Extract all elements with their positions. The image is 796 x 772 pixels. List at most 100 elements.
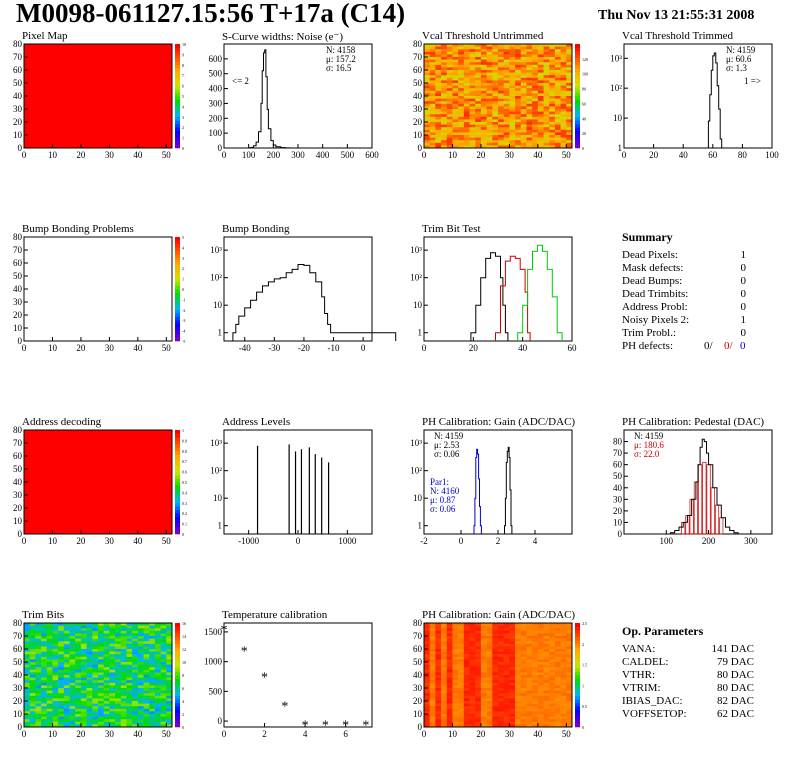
y-tick-label: 40 — [13, 477, 23, 487]
op-parameters-block: Op. Parameters VANA: 141 DAC CALDEL: 79 DAC… — [622, 624, 754, 721]
bar — [702, 462, 707, 535]
overflow-note: <= 2 — [232, 76, 249, 86]
x-tick-label: 30 — [105, 536, 115, 546]
x-tick-label: -20 — [298, 343, 310, 353]
x-tick-label: 30 — [505, 729, 515, 739]
x-tick-label: 40 — [133, 729, 143, 739]
color-scale-tick: 0.5 — [582, 704, 587, 709]
color-scale-tick: 14 — [182, 634, 186, 639]
x-tick-label: 300 — [291, 150, 305, 160]
y-tick-label: 400 — [209, 84, 223, 94]
op-parameter-row: IBIAS_DAC: 82 DAC — [622, 695, 754, 708]
histogram-series-0 — [470, 252, 509, 341]
op-parameter-row: VTHR: 80 DAC — [622, 669, 754, 682]
y-tick-label: 70 — [413, 52, 423, 62]
panel-title: Vcal Threshold Untrimmed — [422, 30, 544, 42]
histogram-series-0 — [706, 52, 723, 149]
x-tick-label: 0 — [22, 343, 27, 353]
x-tick-label: 40 — [533, 729, 543, 739]
panel-title: PH Calibration: Gain (ADC/DAC) — [422, 609, 576, 621]
plot-trim-bits: 0 20 40 60 1 10 10² 10³ — [410, 236, 577, 353]
histogram-series-0 — [232, 264, 397, 341]
color-scale-tick: 120 — [582, 57, 588, 62]
color-scale-tick: 2 — [582, 642, 584, 647]
x-tick-label: 0 — [422, 729, 427, 739]
color-scale-tick: 7 — [182, 73, 184, 78]
plot-frame — [223, 429, 373, 535]
color-scale-tick: -3 — [182, 318, 185, 323]
panel-pixel-map: Pixel Map 0 1 2 3 4 5 6 7 8 9 10 0 10 20 30 40 50 0 10 20 30 4… — [13, 30, 194, 180]
color-scale-tick: 0.7 — [182, 459, 187, 464]
data-point: * — [221, 623, 228, 638]
x-tick-label: 10 — [48, 343, 58, 353]
panel-trim-bits: Trim Bit Test 0 20 40 60 1 10 10² 10³ — [410, 223, 594, 373]
color-scale-tick: 0.9 — [182, 438, 187, 443]
plot-ph-gain-map: 0 0.5 1 1.5 2 2.5 0 10 20 30 40 50 0 10 20 30 40 50 60 70 80 — [413, 618, 587, 739]
summary-row: Dead Pixels: 1 — [622, 249, 752, 262]
x-tick-label: -30 — [268, 343, 280, 353]
x-tick-label: 600 — [365, 150, 379, 160]
data-point: * — [362, 719, 369, 734]
x-tick-label: 0 — [459, 536, 464, 546]
y-tick-label: 0 — [418, 722, 423, 732]
y-tick-label: 60 — [13, 644, 23, 654]
y-tick-label: 10 — [13, 130, 23, 140]
x-tick-label: 30 — [105, 150, 115, 160]
y-tick-label: 1000 — [204, 657, 223, 667]
color-scale-tick: 0 — [582, 725, 584, 730]
color-scale-tick: 0.1 — [182, 522, 187, 527]
panel-noise: S-Curve widths: Noise (e⁻) 0 100 200 300 400 5… — [209, 30, 394, 180]
ph-defect-blue: 0 — [740, 340, 746, 352]
x-tick-label: 200 — [702, 536, 716, 546]
y-tick-label: 40 — [413, 670, 423, 680]
op-parameter-row: VOFFSETOP: 62 DAC — [622, 708, 754, 721]
y-tick-label: 10³ — [410, 438, 422, 448]
panel-title: Trim Bits — [22, 609, 65, 621]
op-parameter-label: VTHR: — [622, 669, 655, 681]
y-tick-label: 20 — [413, 696, 423, 706]
op-parameter-value: 79 DAC — [717, 656, 754, 668]
y-tick-label: 10² — [610, 83, 622, 93]
stat-line: N: 4159 — [634, 431, 664, 441]
color-scale-tick: 8 — [182, 63, 184, 68]
y-tick-label: 10 — [613, 113, 623, 123]
y-tick-label: 80 — [13, 425, 23, 435]
y-tick-label: 80 — [613, 437, 623, 447]
x-tick-label: 40 — [518, 343, 528, 353]
y-tick-label: 10 — [213, 493, 223, 503]
summary-row: Trim Probl.: 0 — [622, 327, 752, 340]
y-tick-label: 80 — [413, 618, 423, 628]
stat-line-par1: N: 4160 — [430, 486, 460, 496]
panel-title: PH Calibration: Gain (ADC/DAC) — [422, 416, 576, 428]
x-tick-label: 0 — [22, 536, 27, 546]
y-tick-label: 50 — [13, 464, 23, 474]
x-tick-label: 40 — [533, 150, 543, 160]
stat-line: N: 4158 — [326, 45, 356, 55]
y-tick-label: 50 — [413, 78, 423, 88]
y-tick-label: 0 — [218, 143, 223, 153]
color-scale-tick: 5 — [182, 94, 184, 99]
plot-bump-bonding: -40 -30 -20 -10 0 1 10 10² 10³ — [210, 236, 397, 353]
y-tick-label: 10 — [13, 709, 23, 719]
x-tick-label: -1000 — [238, 536, 259, 546]
y-tick-label: 300 — [209, 98, 223, 108]
panel-ph-gain-map: PH Calibration: Gain (ADC/DAC) 0 0.5 1 1.5 2 2… — [413, 609, 594, 759]
x-tick-label: 50 — [562, 150, 572, 160]
x-tick-label: 20 — [469, 343, 479, 353]
color-scale-tick: 2 — [182, 266, 184, 271]
y-tick-label: 30 — [13, 490, 23, 500]
y-tick-label: 30 — [13, 297, 23, 307]
x-tick-label: 50 — [162, 536, 172, 546]
x-tick-label: 0 — [422, 343, 427, 353]
color-scale-tick: 0 — [582, 146, 584, 151]
y-tick-label: 40 — [13, 91, 23, 101]
color-scale-tick: 2 — [182, 712, 184, 717]
ph-defects-row: PH defects: 0/ 0/ 0 — [622, 340, 752, 353]
y-tick-label: 30 — [413, 104, 423, 114]
color-scale-tick: 1 — [182, 428, 184, 433]
panel-address-decoding: Address decoding 0 0.1 0.2 0.3 0.4 0.5 0.6 0.7 0.… — [13, 416, 194, 566]
y-tick-label: 50 — [613, 471, 623, 481]
summary-row: Mask defects: 0 — [622, 262, 752, 275]
color-scale-tick: -1 — [182, 297, 185, 302]
x-tick-label: 0 — [296, 536, 301, 546]
